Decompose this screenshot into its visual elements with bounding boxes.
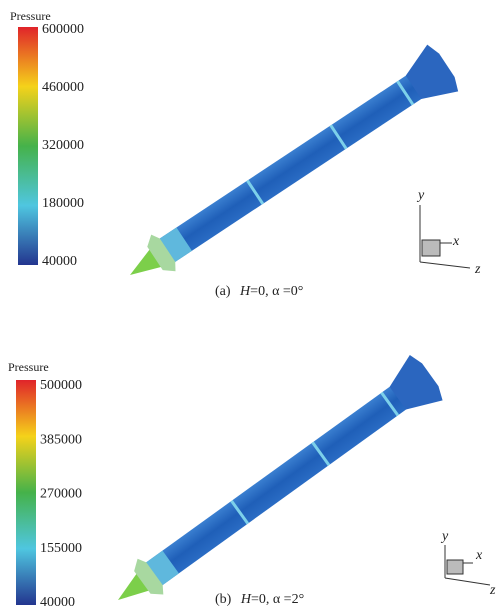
axis-label: x <box>452 234 460 249</box>
axis-triad <box>420 205 470 268</box>
caption: (a) H=0, α =0° <box>215 284 303 299</box>
colorbar-tick-label: 40000 <box>42 254 77 269</box>
colorbar <box>16 380 36 605</box>
caption-rest: =0, α =0° <box>250 284 303 299</box>
colorbar-tick-label: 40000 <box>40 595 75 610</box>
colorbar-tick-label: 270000 <box>40 487 82 502</box>
caption-label: (b) <box>215 592 232 607</box>
colorbar <box>18 27 38 265</box>
caption-label: (a) <box>215 284 231 299</box>
axis-triad <box>445 545 490 585</box>
colorbar-tick-label: 180000 <box>42 196 84 211</box>
legend-title: Pressure <box>8 360 49 374</box>
colorbar-tick-label: 460000 <box>42 80 84 95</box>
colorbar-tick-label: 500000 <box>40 378 82 393</box>
caption-rest: =0, α =2° <box>251 592 304 607</box>
axis-label: z <box>489 583 496 598</box>
axis-label: z <box>474 262 481 277</box>
axis-label: x <box>475 548 483 563</box>
colorbar-tick-label: 600000 <box>42 22 84 37</box>
figure: Pressure y x z (a) H=0, α =0° Pressure <box>0 0 501 611</box>
axis-label: y <box>440 529 449 544</box>
axis-label: y <box>416 188 425 203</box>
panel-a: Pressure y x z (a) H=0, α =0° <box>10 9 481 299</box>
caption: (b) H=0, α =2° <box>215 592 304 607</box>
legend-title: Pressure <box>10 9 51 23</box>
colorbar-tick-label: 155000 <box>40 541 82 556</box>
colorbar-tick-label: 385000 <box>40 432 82 447</box>
colorbar-tick-label: 320000 <box>42 138 84 153</box>
rocket <box>102 352 447 611</box>
rocket <box>115 42 463 298</box>
